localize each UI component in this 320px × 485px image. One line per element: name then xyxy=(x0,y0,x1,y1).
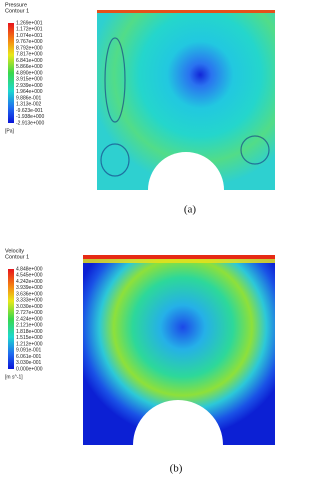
legend-label: 6.841e+000 xyxy=(16,58,43,64)
legend-label: -2.913e+000 xyxy=(16,120,44,126)
caption: (b) xyxy=(170,463,183,475)
velocity-contour xyxy=(83,255,275,445)
legend-label: 3.636e+000 xyxy=(16,291,43,297)
legend-label: -9.623e-001 xyxy=(16,108,43,114)
legend-label: 4.890e+000 xyxy=(16,70,43,76)
legend-label: 5.866e+000 xyxy=(16,64,43,70)
legend-label: 3.333e+000 xyxy=(16,298,43,304)
legend-label: 1.818e+000 xyxy=(16,329,43,335)
legend-label: 9.091e-001 xyxy=(16,348,42,354)
legend-unit: [m s^-1] xyxy=(5,374,23,380)
legend-label: 3.030e-001 xyxy=(16,360,42,366)
legend-label: 2.727e+000 xyxy=(16,310,43,316)
legend-label: 8.792e+000 xyxy=(16,45,43,51)
legend-label: 1.269e+001 xyxy=(16,20,43,26)
legend-label: 2.939e+000 xyxy=(16,83,43,89)
legend-label: 1.212e+000 xyxy=(16,341,43,347)
legend-label: 6.061e-001 xyxy=(16,354,42,360)
legend-title: Pressure xyxy=(5,2,27,8)
legend-label: 7.817e+000 xyxy=(16,52,43,58)
legend-label: 1.515e+000 xyxy=(16,335,43,341)
legend-label: 3.030e+000 xyxy=(16,304,43,310)
legend-title: Contour 1 xyxy=(5,254,29,260)
legend-label: 0.000e+000 xyxy=(16,366,43,372)
colorbar xyxy=(8,269,14,369)
legend-label: 9.886e-001 xyxy=(16,95,42,101)
legend-label: 4.848e+000 xyxy=(16,266,43,272)
legend-label: 9.767e+000 xyxy=(16,39,43,45)
pressure-contour xyxy=(97,10,275,190)
legend-label: 1.964e+000 xyxy=(16,89,43,95)
legend-label: 1.074e+001 xyxy=(16,33,43,39)
legend-unit: [Pa] xyxy=(5,128,15,134)
legend-label: 2.121e+000 xyxy=(16,323,43,329)
legend-label: 3.915e+000 xyxy=(16,77,43,83)
legend-label: 3.939e+000 xyxy=(16,285,43,291)
caption: (a) xyxy=(184,204,197,216)
legend-label: 1.172e+001 xyxy=(16,27,43,33)
legend-title: Contour 1 xyxy=(5,8,29,14)
legend-label: -1.938e+000 xyxy=(16,114,44,120)
legend-title: Velocity xyxy=(5,248,24,254)
legend-label: 2.424e+000 xyxy=(16,316,43,322)
colorbar xyxy=(8,23,14,123)
legend-label: 1.313e-002 xyxy=(16,102,42,108)
legend-label: 4.545e+000 xyxy=(16,273,43,279)
legend-label: 4.242e+000 xyxy=(16,279,43,285)
